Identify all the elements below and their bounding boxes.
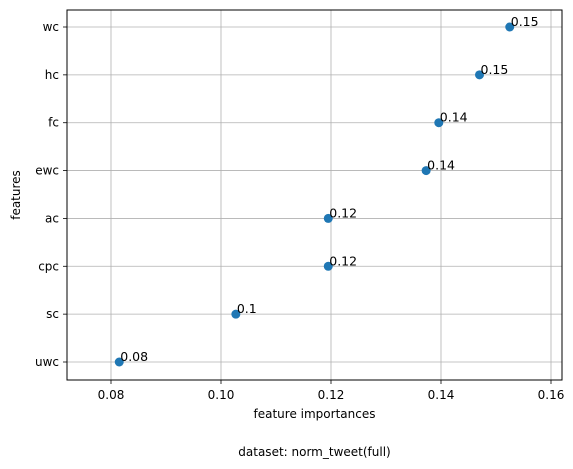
y-tick-label: uwc bbox=[35, 355, 59, 369]
y-tick-label: sc bbox=[46, 307, 59, 321]
x-tick-label: 0.08 bbox=[98, 388, 125, 402]
data-label: 0.12 bbox=[329, 253, 357, 268]
y-tick-label: ewc bbox=[35, 164, 59, 178]
data-point bbox=[475, 70, 484, 80]
x-tick-label: 0.12 bbox=[318, 388, 345, 402]
y-axis-label: features bbox=[9, 170, 23, 220]
data-point bbox=[231, 309, 241, 319]
y-tick-label: ac bbox=[45, 211, 59, 225]
data-point bbox=[323, 261, 333, 271]
x-axis-ticks: 0.08 0.10 0.12 0.14 0.16 bbox=[98, 380, 565, 402]
x-axis-label: feature importances bbox=[254, 407, 376, 421]
y-tick-label: hc bbox=[45, 68, 59, 82]
x-tick-label: 0.16 bbox=[538, 388, 565, 402]
data-point bbox=[114, 357, 124, 367]
y-axis-ticks: uwc sc cpc ac ewc fc hc wc bbox=[35, 20, 67, 369]
data-label: 0.14 bbox=[427, 158, 455, 173]
x-tick-label: 0.10 bbox=[208, 388, 235, 402]
y-tick-label: fc bbox=[48, 116, 59, 130]
data-label: 0.15 bbox=[511, 14, 539, 29]
data-label: 0.1 bbox=[237, 301, 257, 316]
y-tick-label: wc bbox=[43, 20, 59, 34]
grid-lines bbox=[67, 10, 562, 380]
data-points bbox=[114, 22, 515, 367]
data-label: 0.12 bbox=[329, 205, 357, 220]
y-tick-label: cpc bbox=[38, 259, 59, 273]
plot-frame bbox=[66, 9, 563, 381]
data-point bbox=[323, 213, 333, 223]
x-tick-label: 0.14 bbox=[428, 388, 455, 402]
data-label: 0.14 bbox=[440, 110, 468, 125]
data-point bbox=[434, 118, 444, 128]
data-label: 0.15 bbox=[481, 62, 509, 77]
chart-caption: dataset: norm_tweet(full) bbox=[238, 445, 390, 459]
data-point bbox=[421, 166, 431, 176]
data-point bbox=[505, 22, 515, 32]
data-label: 0.08 bbox=[120, 349, 148, 364]
data-labels: 0.08 0.1 0.12 0.12 0.14 0.14 0.15 0.15 bbox=[120, 14, 538, 364]
